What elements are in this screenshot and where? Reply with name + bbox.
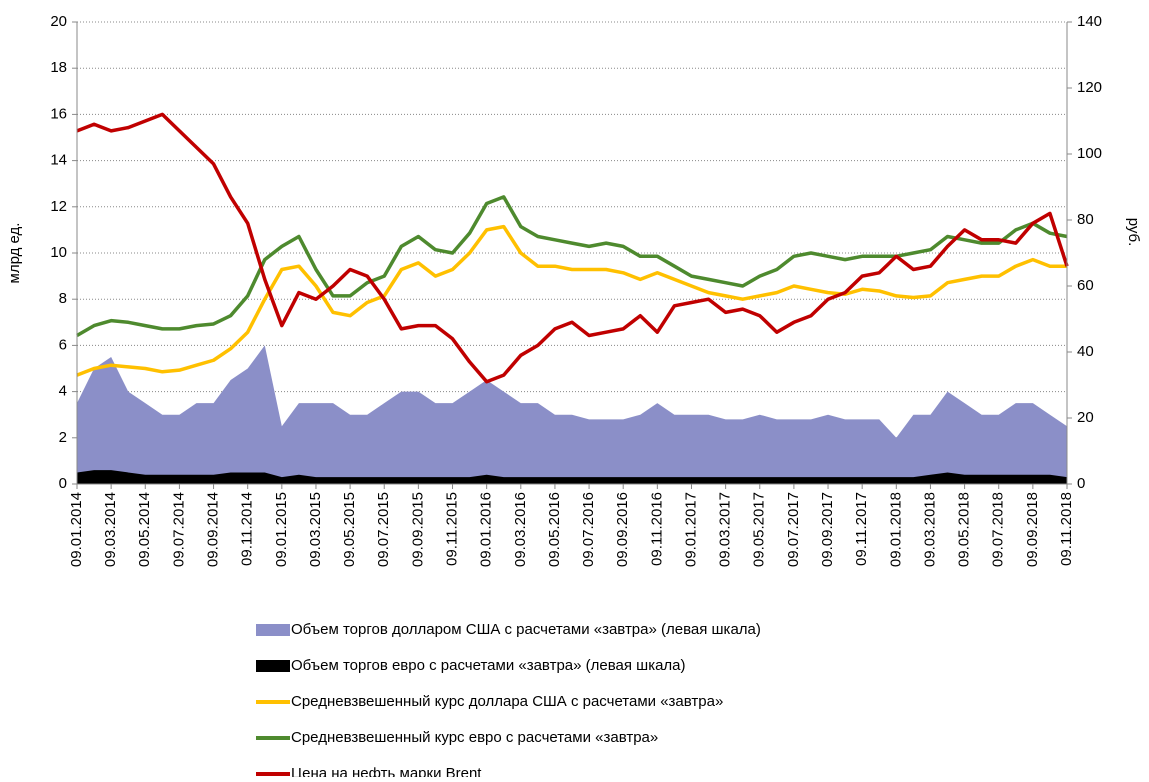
x-tick-label: 09.01.2014 <box>68 492 85 567</box>
y-axis-label: млрд ед. <box>6 223 23 284</box>
x-tick-label: 09.01.2016 <box>478 492 495 567</box>
line <box>76 195 1068 338</box>
x-tick-label: 09.09.2018 <box>1024 492 1041 567</box>
y-tick-label: 16 <box>50 105 67 122</box>
x-tick-label: 09.03.2016 <box>512 492 529 567</box>
y2-axis-label: руб. <box>1125 218 1142 247</box>
x-tick-label: 09.11.2016 <box>648 492 665 566</box>
y-tick-label: 10 <box>50 244 67 261</box>
x-tick-label: 09.05.2015 <box>341 492 358 567</box>
x-tick-label: 09.11.2018 <box>1058 492 1075 566</box>
x-tick-label: 09.01.2017 <box>682 492 699 567</box>
x-tick-label: 09.07.2017 <box>785 492 802 567</box>
y2-tick-label: 120 <box>1077 79 1102 96</box>
y-tick-label: 6 <box>59 336 67 353</box>
x-tick-label: 09.07.2014 <box>170 492 187 567</box>
x-tick-label: 09.07.2016 <box>580 492 597 567</box>
line <box>76 112 1069 384</box>
x-tick-label: 09.09.2014 <box>205 492 222 567</box>
x-tick-label: 09.09.2015 <box>409 492 426 567</box>
y-tick-label: 18 <box>50 59 67 76</box>
legend-label: Объем торгов долларом США с расчетами «з… <box>291 621 761 638</box>
x-tick-label: 09.05.2014 <box>136 492 153 567</box>
x-tick-label: 09.03.2014 <box>102 492 119 567</box>
y2-tick-label: 60 <box>1077 277 1094 294</box>
y2-tick-label: 80 <box>1077 211 1094 228</box>
x-tick-label: 09.03.2017 <box>717 492 734 567</box>
x-tick-label: 09.01.2015 <box>273 492 290 567</box>
x-tick-label: 09.01.2018 <box>887 492 904 567</box>
legend-label: Цена на нефть марки Brent <box>291 765 482 777</box>
y-tick-label: 8 <box>59 290 67 307</box>
x-tick-label: 09.11.2014 <box>239 492 256 566</box>
legend-label: Средневзвешенный курс доллара США с расч… <box>291 693 723 710</box>
area <box>77 345 1067 484</box>
x-tick-label: 09.07.2015 <box>375 492 392 567</box>
x-tick-label: 09.05.2016 <box>546 492 563 567</box>
y-tick-label: 0 <box>59 475 67 492</box>
legend-swatch <box>256 624 290 636</box>
y2-tick-label: 20 <box>1077 409 1094 426</box>
area <box>77 470 1067 484</box>
x-tick-label: 09.03.2018 <box>921 492 938 567</box>
x-tick-label: 09.09.2016 <box>614 492 631 567</box>
line <box>76 224 1067 377</box>
x-tick-label: 09.11.2015 <box>443 492 460 566</box>
x-tick-label: 09.07.2018 <box>990 492 1007 567</box>
legend-swatch <box>256 660 290 672</box>
y2-tick-label: 140 <box>1077 13 1102 30</box>
legend-label: Средневзвешенный курс евро с расчетами «… <box>291 729 658 746</box>
x-tick-label: 09.09.2017 <box>819 492 836 567</box>
x-tick-label: 09.11.2017 <box>853 492 870 566</box>
y2-tick-label: 40 <box>1077 343 1094 360</box>
x-tick-label: 09.05.2017 <box>751 492 768 567</box>
y2-tick-label: 0 <box>1077 475 1085 492</box>
legend-label: Объем торгов евро с расчетами «завтра» (… <box>291 657 686 674</box>
y-tick-label: 2 <box>59 429 67 446</box>
x-tick-label: 09.05.2018 <box>956 492 973 567</box>
y2-tick-label: 100 <box>1077 145 1102 162</box>
y-tick-label: 4 <box>59 383 67 400</box>
y-tick-label: 20 <box>50 13 67 30</box>
x-tick-label: 09.03.2015 <box>307 492 324 567</box>
y-tick-label: 14 <box>50 152 67 169</box>
y-tick-label: 12 <box>50 198 67 215</box>
